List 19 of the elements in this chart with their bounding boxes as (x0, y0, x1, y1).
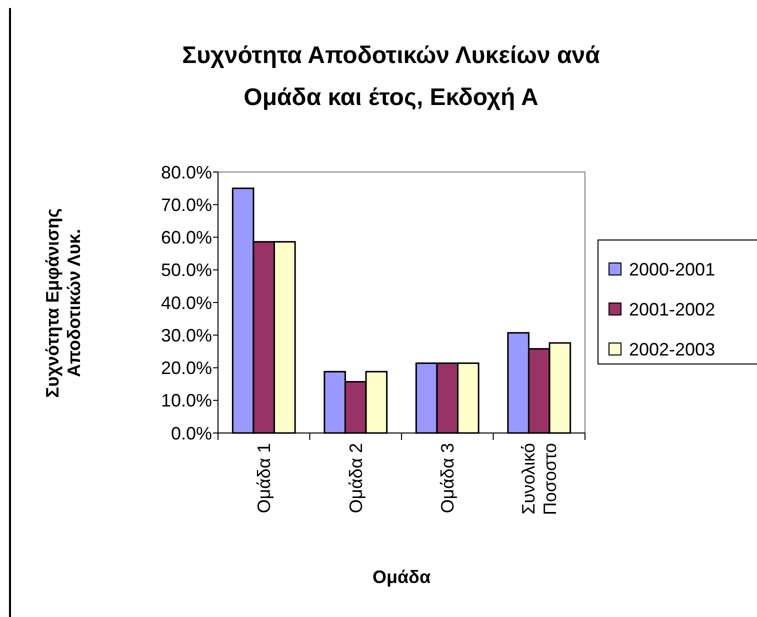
y-tick-label: 70.0% (160, 194, 212, 215)
x-tick-label: Συνολικό Ποσοστο (518, 443, 560, 516)
y-tick-label: 0.0% (170, 423, 212, 444)
y-tick-label: 20.0% (160, 358, 212, 378)
x-tick-label: Ομάδα 1 (254, 443, 274, 514)
y-tick-label: 10.0% (160, 390, 212, 411)
chart-title: Συχνότητα Αποδοτικών Λυκείων ανά Ομάδα και έτος, Εκδοχή Α (182, 42, 600, 111)
y-tick-label: 30.0% (160, 325, 212, 346)
y-tick-label: 40.0% (160, 292, 212, 313)
y-tick-label: 80.0% (160, 162, 212, 182)
y-tick-label: 60.0% (160, 228, 212, 248)
x-tick-label: Ομάδα 3 (438, 443, 458, 514)
legend-label: 2002-2003 (629, 339, 716, 360)
y-axis-title: Συχνότητα Εμφάνισης Αποδοτικών Λυκ. (42, 208, 84, 398)
x-tick-label: Ομάδα 2 (346, 443, 366, 514)
x-axis-title: Ομάδα (372, 567, 431, 587)
y-tick-label: 50.0% (160, 260, 212, 280)
legend-label: 2001-2002 (629, 299, 716, 320)
legend-label: 2000-2001 (629, 259, 716, 280)
